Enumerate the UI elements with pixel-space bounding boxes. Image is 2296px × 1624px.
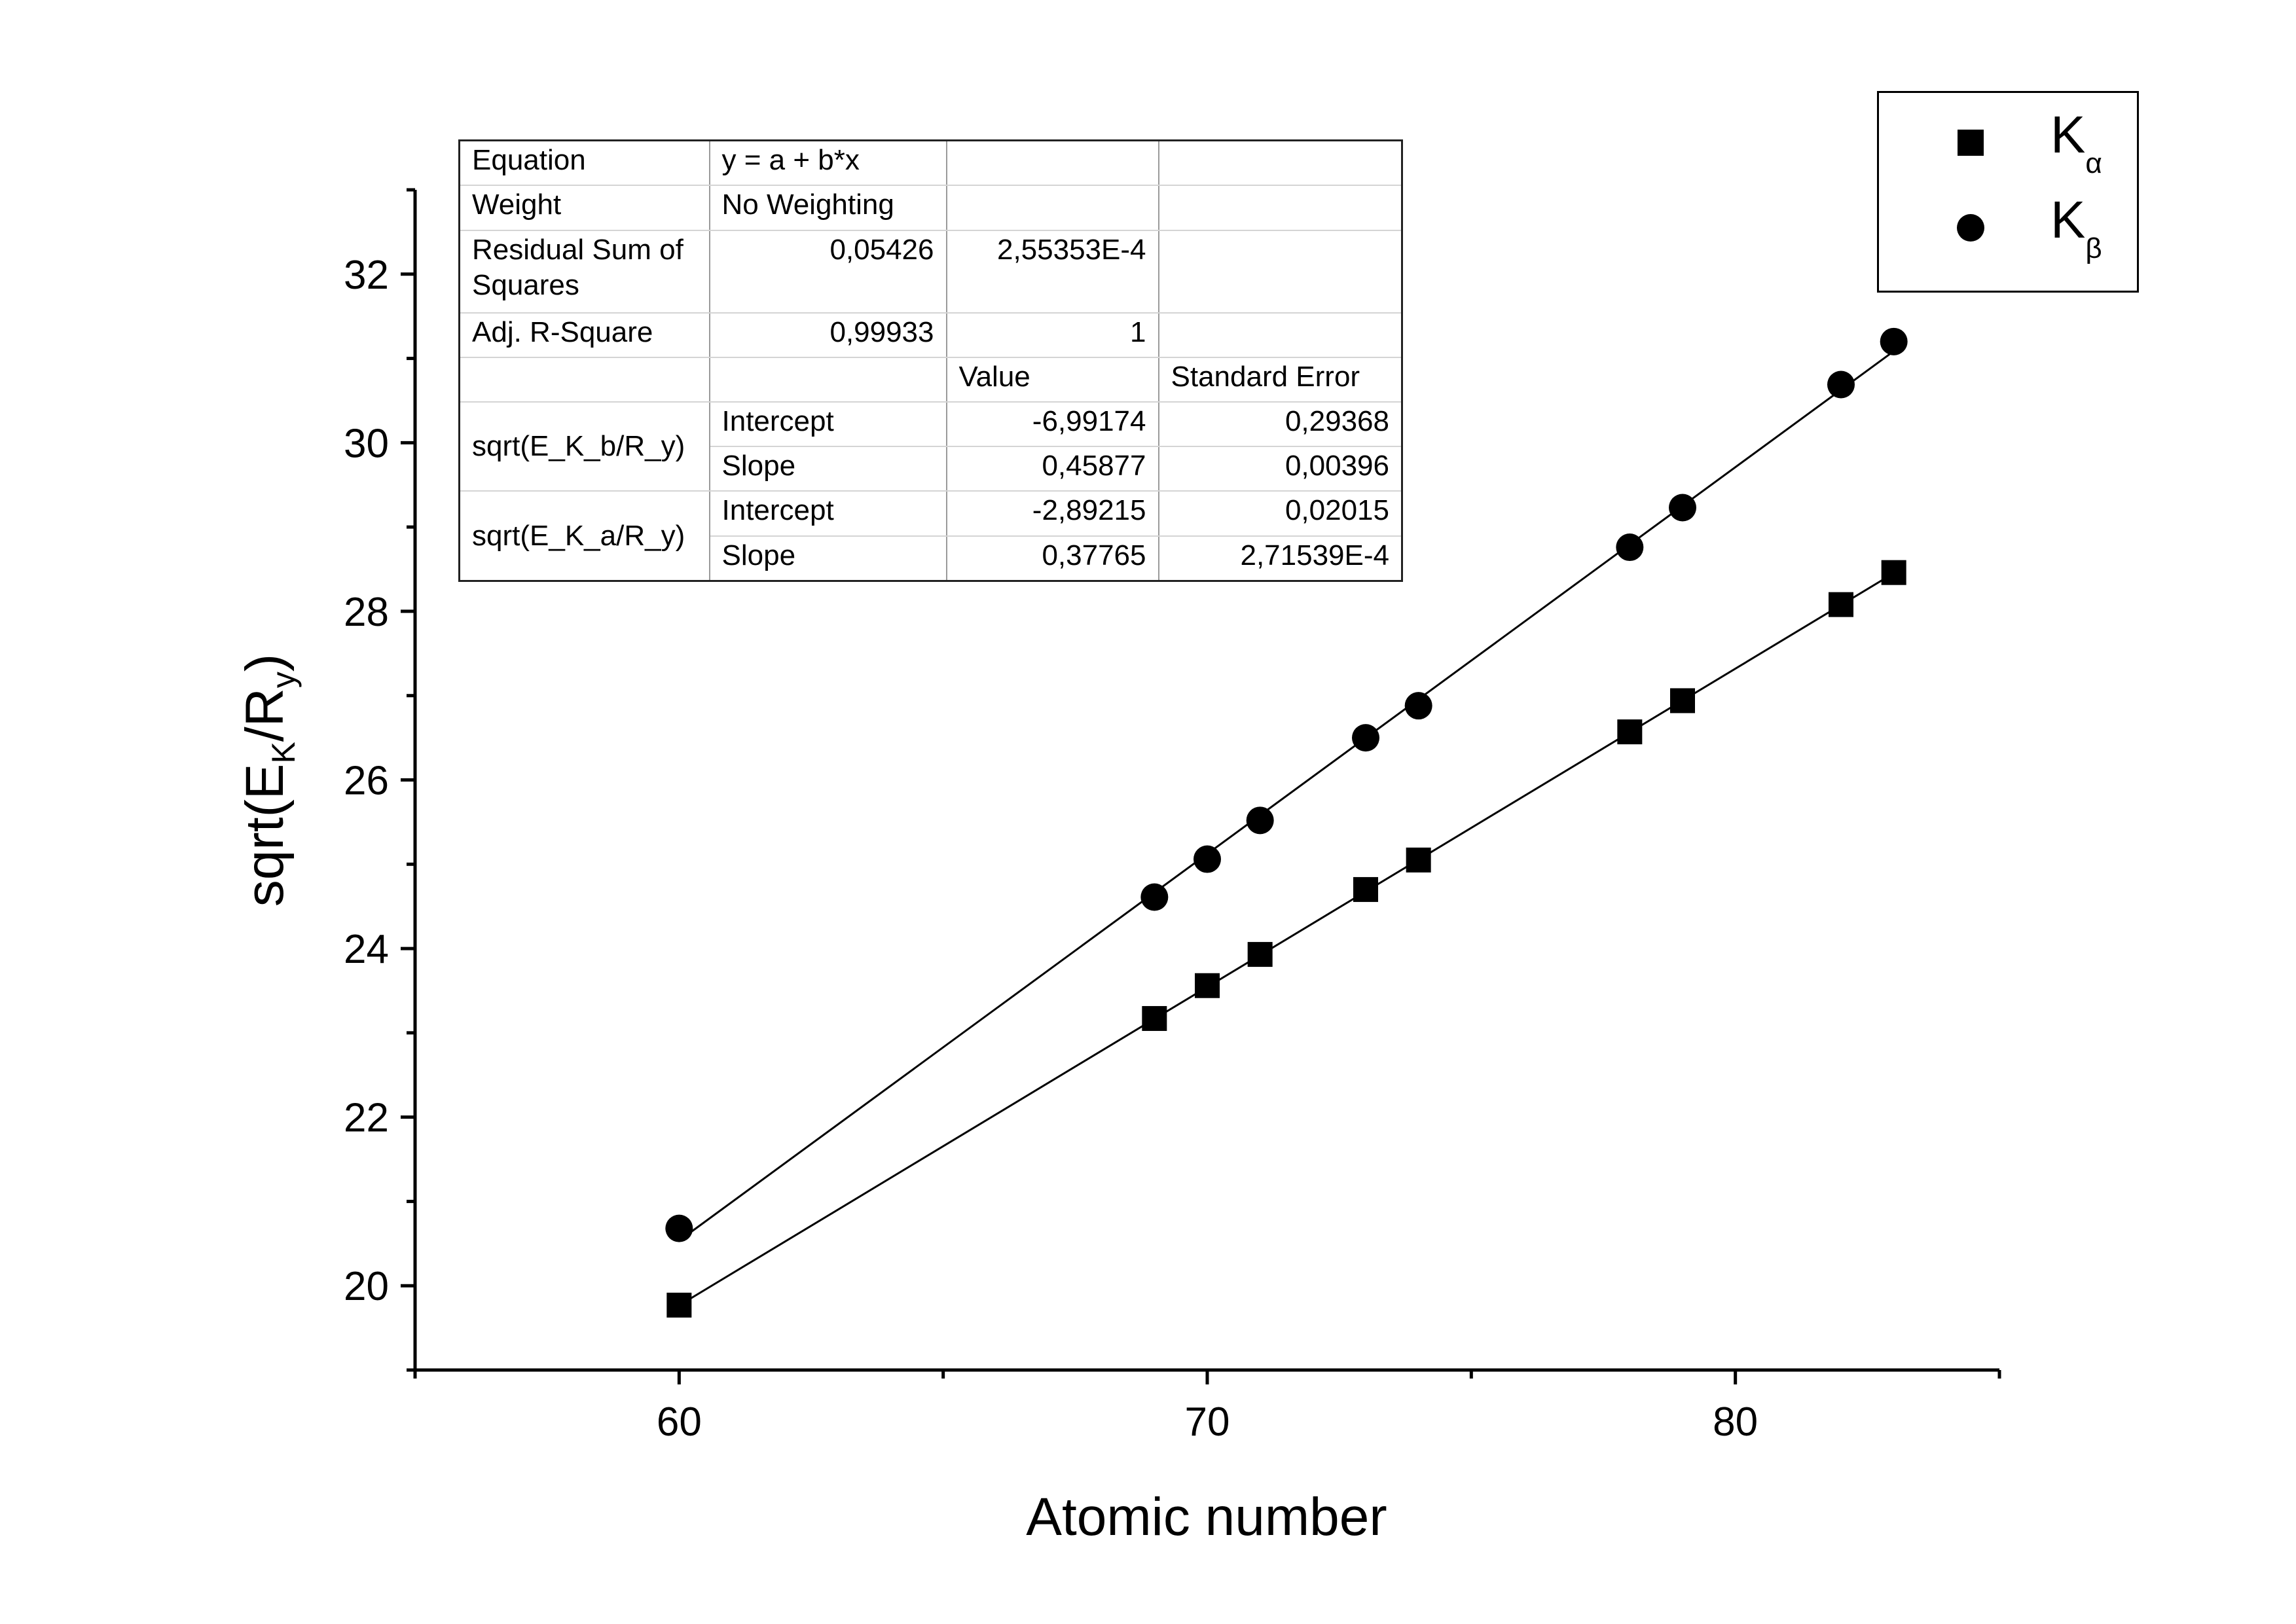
table-cell-empty xyxy=(1157,312,1403,358)
adj-r-square-kbeta-value: 0,99933 xyxy=(708,312,947,358)
x-axis-title: Atomic number xyxy=(1026,1487,1387,1547)
ticks xyxy=(401,188,2001,1384)
x-tick-label: 80 xyxy=(1713,1399,1758,1445)
fit-line-k-alpha xyxy=(678,572,1895,1307)
data-point-kbeta xyxy=(1194,845,1221,873)
table-cell-empty xyxy=(945,139,1159,187)
square-marker-icon xyxy=(1958,130,1984,156)
standard-error-header: Standard Error xyxy=(1157,356,1403,403)
kbeta-slope-value: 0,45877 xyxy=(945,446,1159,492)
adj-r-square-label: Adj. R-Square xyxy=(458,312,710,358)
value-header: Value xyxy=(945,356,1159,403)
table-row: Weight No Weighting xyxy=(458,185,1403,231)
kbeta-intercept-label: Intercept xyxy=(708,401,947,448)
data-point-kbeta xyxy=(1827,370,1855,399)
fit-statistics-table: Equation y = a + b*x Weight No Weighting… xyxy=(458,139,1403,582)
y-tick-label: 28 xyxy=(344,590,389,635)
kalpha-slope-error: 2,71539E-4 xyxy=(1157,535,1403,582)
kbeta-intercept-error: 0,29368 xyxy=(1157,401,1403,448)
y-tick-label: 24 xyxy=(344,927,389,972)
data-point-kbeta xyxy=(1404,692,1432,720)
legend-label-kalpha: Kα xyxy=(2050,105,2102,180)
data-point-kalpha xyxy=(1881,560,1906,585)
table-row: Adj. R-Square 0,99933 1 xyxy=(458,312,1403,358)
x-tick-label: 60 xyxy=(657,1399,702,1445)
kalpha-slope-value: 0,37765 xyxy=(945,535,1159,582)
table-row: Equation y = a + b*x xyxy=(458,139,1403,187)
data-point-kalpha xyxy=(1247,942,1273,967)
data-point-kbeta xyxy=(1616,533,1644,562)
data-point-kbeta xyxy=(1140,883,1169,911)
y-tick-label: 32 xyxy=(344,253,389,298)
tick-labels: 60 70 80 20 22 24 26 28 30 32 xyxy=(344,253,1758,1445)
data-point-kbeta xyxy=(1669,494,1696,522)
legend-kbeta-sub: β xyxy=(2085,232,2102,264)
data-point-kalpha xyxy=(1829,592,1853,617)
circle-marker-icon xyxy=(1957,214,1984,242)
table-row: Slope 0,45877 0,00396 xyxy=(460,446,1403,492)
legend-kbeta-main: K xyxy=(2050,190,2086,249)
kbeta-intercept-value: -6,99174 xyxy=(945,401,1159,448)
y-tick-label: 30 xyxy=(344,421,389,466)
rss-kalpha-value: 2,55353E-4 xyxy=(945,229,1159,314)
y-axis-title: sqrt(EK/Ry) xyxy=(235,654,302,907)
table-row: sqrt(E_K_a/R_y) Intercept -2,89215 0,020… xyxy=(458,490,1403,582)
y-axis-title-sub1: K xyxy=(265,742,302,763)
data-point-kalpha xyxy=(666,1292,692,1318)
legend: Kα Kβ xyxy=(1877,91,2139,293)
y-axis-title-sub2: y xyxy=(265,672,302,688)
rss-kbeta-value: 0,05426 xyxy=(708,229,947,314)
table-cell-empty xyxy=(708,356,947,403)
kbeta-slope-label: Slope xyxy=(708,446,947,492)
y-axis-title-main: sqrt(E xyxy=(235,763,295,907)
kbeta-fit-name: sqrt(E_K_b/R_y) xyxy=(458,401,710,492)
table-cell-empty xyxy=(1157,185,1403,231)
equation-label: Equation xyxy=(458,139,710,187)
kalpha-intercept-value: -2,89215 xyxy=(945,490,1159,537)
legend-kalpha-sub: α xyxy=(2085,147,2102,179)
legend-kalpha-main: K xyxy=(2050,105,2086,164)
weight-value: No Weighting xyxy=(708,185,947,231)
table-row: Residual Sum of Squares 0,05426 2,55353E… xyxy=(458,229,1403,314)
kalpha-fit-name: sqrt(E_K_a/R_y) xyxy=(458,490,710,582)
data-point-kalpha xyxy=(1670,688,1695,713)
data-point-kalpha xyxy=(1353,876,1378,902)
table-cell-empty xyxy=(1157,139,1403,187)
legend-item-kbeta: Kβ xyxy=(1879,185,2137,265)
table-row: Value Standard Error xyxy=(458,356,1403,403)
x-tick-label: 70 xyxy=(1185,1399,1230,1445)
kalpha-intercept-error: 0,02015 xyxy=(1157,490,1403,537)
markers xyxy=(665,327,1908,1318)
table-row: Slope 0,37765 2,71539E-4 xyxy=(460,535,1403,582)
y-tick-label: 26 xyxy=(344,759,389,804)
y-tick-label: 20 xyxy=(344,1264,389,1309)
data-point-kbeta xyxy=(1352,724,1379,752)
y-tick-label: 22 xyxy=(344,1096,389,1141)
adj-r-square-kalpha-value: 1 xyxy=(945,312,1159,358)
kalpha-intercept-label: Intercept xyxy=(708,490,947,537)
data-point-kbeta xyxy=(1880,327,1908,355)
data-point-kalpha xyxy=(1406,847,1431,873)
rss-label: Residual Sum of Squares xyxy=(458,229,710,314)
data-point-kbeta xyxy=(665,1214,693,1242)
weight-label: Weight xyxy=(458,185,710,231)
table-cell-empty xyxy=(945,185,1159,231)
kalpha-slope-label: Slope xyxy=(708,535,947,582)
y-axis-title-end: ) xyxy=(235,654,295,672)
data-point-kbeta xyxy=(1246,806,1274,835)
kbeta-slope-error: 0,00396 xyxy=(1157,446,1403,492)
legend-label-kbeta: Kβ xyxy=(2050,190,2102,265)
data-point-kalpha xyxy=(1617,719,1643,745)
legend-item-kalpha: Kα xyxy=(1879,99,2137,180)
y-axis-title-mid: /R xyxy=(235,688,295,742)
equation-value: y = a + b*x xyxy=(708,139,947,187)
table-cell-empty xyxy=(458,356,710,403)
data-point-kalpha xyxy=(1195,973,1220,998)
table-row: sqrt(E_K_b/R_y) Intercept -6,99174 0,293… xyxy=(458,401,1403,492)
table-cell-empty xyxy=(1157,229,1403,314)
data-point-kalpha xyxy=(1142,1005,1167,1031)
